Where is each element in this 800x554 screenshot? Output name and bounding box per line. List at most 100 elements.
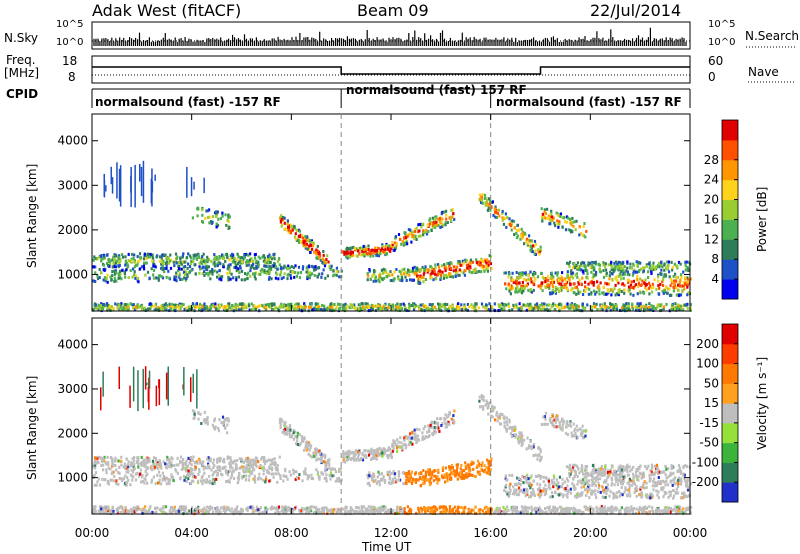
echo-cell <box>376 475 379 479</box>
echo-cell <box>223 460 226 464</box>
echo-cell <box>308 276 311 280</box>
echo-cell <box>203 410 206 414</box>
echo-cell <box>282 429 285 433</box>
echo-cell <box>179 455 183 459</box>
echo-cell <box>106 481 109 485</box>
echo-cell <box>107 466 110 470</box>
echo-cell <box>428 429 431 433</box>
echo-cell <box>171 457 174 461</box>
echo-cell <box>452 269 455 273</box>
clutter-streak <box>134 164 136 208</box>
echo-cell <box>130 259 134 263</box>
cpid-segment-2: normalsound (fast) 157 RF <box>346 83 527 97</box>
echo-cell <box>261 304 264 308</box>
echo-cell <box>495 413 498 417</box>
echo-cell <box>533 279 536 283</box>
echo-cell <box>342 455 345 459</box>
echo-cell <box>231 252 234 256</box>
echo-cell <box>216 460 219 464</box>
echo-cell <box>353 451 356 455</box>
echo-cell <box>364 455 367 458</box>
echo-cell <box>335 266 338 270</box>
echo-cell <box>300 436 304 440</box>
echo-cell <box>115 271 118 275</box>
echo-cell <box>271 303 274 307</box>
echo-cell <box>178 302 181 306</box>
echo-cell <box>388 476 391 480</box>
echo-cell <box>444 273 447 277</box>
echo-cell <box>403 243 406 246</box>
echo-cell <box>162 268 165 271</box>
echo-cell <box>566 302 569 306</box>
echo-cell <box>552 275 555 279</box>
echo-cell <box>389 270 392 274</box>
echo-cell <box>195 302 198 306</box>
clutter-streak <box>116 162 118 199</box>
echo-cell <box>625 306 628 310</box>
echo-cell <box>552 302 555 306</box>
echo-cell <box>221 459 224 463</box>
echo-cell <box>413 428 416 432</box>
clutter-streak <box>111 177 114 194</box>
echo-cell <box>219 457 222 461</box>
echo-cell <box>198 470 201 474</box>
echo-cell <box>662 495 665 499</box>
echo-cell <box>168 302 171 306</box>
echo-cell <box>214 256 217 260</box>
echo-cell <box>519 438 523 442</box>
echo-cell <box>650 267 653 271</box>
echo-cell <box>191 475 194 479</box>
echo-cell <box>361 458 365 462</box>
echo-cell <box>245 264 248 267</box>
echo-cell <box>327 460 330 464</box>
echo-cell <box>124 275 127 279</box>
echo-cell <box>220 472 223 476</box>
echo-cell <box>306 277 309 281</box>
echo-cell <box>181 467 185 470</box>
echo-cell <box>538 486 541 490</box>
echo-cell <box>262 254 265 258</box>
echo-cell <box>619 308 622 312</box>
echo-cell <box>632 279 635 283</box>
echo-cell <box>94 459 97 462</box>
echo-cell <box>517 435 520 439</box>
echo-cell <box>628 486 631 490</box>
echo-cell <box>564 228 568 232</box>
echo-cell <box>679 304 682 308</box>
echo-cell <box>475 465 478 469</box>
echo-cell <box>100 254 103 257</box>
echo-cell <box>224 260 227 263</box>
echo-cell <box>573 266 577 270</box>
echo-cell <box>455 265 458 269</box>
echo-cell <box>401 278 404 282</box>
echo-cell <box>296 307 299 311</box>
echo-cell <box>276 259 279 263</box>
echo-cell <box>566 305 569 309</box>
echo-cell <box>444 265 447 268</box>
echo-cell <box>525 284 528 288</box>
echo-cell <box>116 259 119 263</box>
echo-cell <box>504 271 507 275</box>
echo-cell <box>164 306 167 310</box>
echo-cell <box>323 460 326 464</box>
echo-cell <box>422 233 425 237</box>
echo-cell <box>517 308 520 312</box>
echo-cell <box>209 270 212 274</box>
echo-cell <box>271 468 274 472</box>
echo-cell <box>623 288 626 292</box>
echo-cell <box>549 281 552 285</box>
echo-cell <box>311 272 314 276</box>
echo-cell <box>385 275 389 279</box>
echo-cell <box>498 413 501 417</box>
echo-cell <box>559 212 562 216</box>
echo-cell <box>326 306 329 310</box>
echo-cell <box>651 264 654 268</box>
echo-cell <box>524 494 527 498</box>
echo-cell <box>148 277 151 281</box>
echo-cell <box>309 243 312 247</box>
echo-cell <box>618 490 621 493</box>
echo-cell <box>419 222 422 226</box>
echo-cell <box>273 303 276 307</box>
echo-cell <box>201 255 204 259</box>
echo-cell <box>542 276 545 280</box>
